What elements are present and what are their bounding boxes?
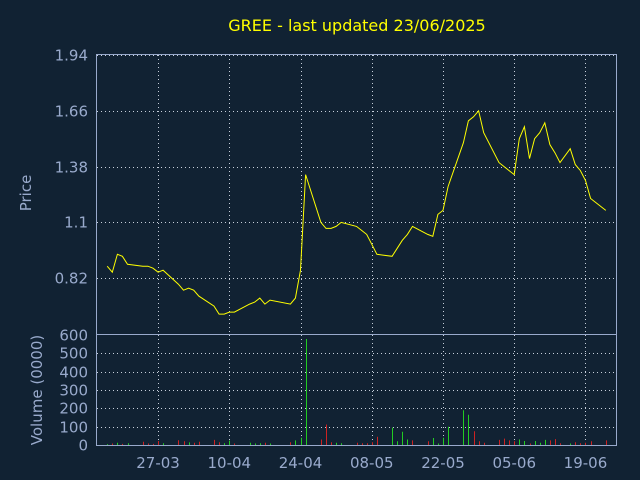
date-tick-label: 27-03 — [136, 454, 180, 472]
date-tick-label: 24-04 — [279, 454, 323, 472]
volume-grid — [97, 335, 616, 445]
price-grid — [97, 55, 616, 334]
volume-tick-label: 600 — [59, 327, 88, 345]
price-tick-label: 1.94 — [55, 47, 88, 65]
price-line — [106, 109, 607, 315]
price-tick-label: 1.66 — [55, 103, 88, 121]
volume-tick-label: 200 — [59, 400, 88, 418]
price-tick-label: 0.82 — [55, 270, 88, 288]
volume-tick-label: 400 — [59, 364, 88, 382]
date-tick-label: 22-05 — [421, 454, 465, 472]
price-axis-label: Price — [17, 175, 35, 212]
chart-title: GREE - last updated 23/06/2025 — [228, 16, 485, 35]
volume-tick-label: 100 — [59, 419, 88, 437]
volume-tick-label: 500 — [59, 345, 88, 363]
date-tick-label: 10-04 — [207, 454, 251, 472]
price-tick-label: 1.38 — [55, 159, 88, 177]
price-tick-label: 1.1 — [64, 214, 88, 232]
volume-tick-label: 300 — [59, 382, 88, 400]
date-tick-label: 08-05 — [350, 454, 394, 472]
volume-panel-frame — [96, 334, 617, 446]
date-tick-labels: 27-03 10-04 24-04 08-05 22-05 05-06 19-06 — [136, 454, 607, 472]
volume-tick-label: 0 — [78, 437, 88, 455]
price-tick-labels: 1.94 1.66 1.38 1.1 0.82 — [55, 47, 88, 288]
volume-bars — [107, 339, 607, 445]
date-tick-label: 05-06 — [492, 454, 536, 472]
date-tick-label: 19-06 — [564, 454, 608, 472]
price-panel-frame — [96, 54, 617, 335]
volume-axis-label: Volume (0000) — [28, 335, 46, 445]
